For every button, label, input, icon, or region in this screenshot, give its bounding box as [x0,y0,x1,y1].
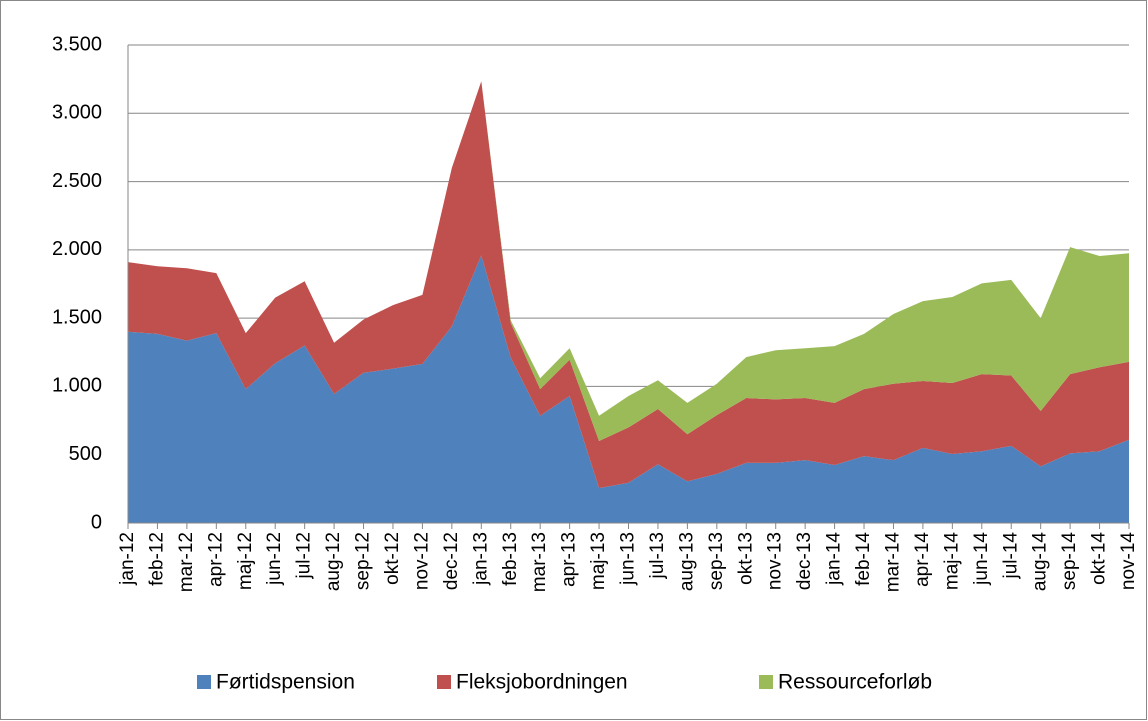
x-tick-label: feb-13 [500,532,521,586]
x-tick-label: jul-14 [1000,532,1021,580]
y-tick-label: 3.500 [52,33,102,55]
y-tick-label: 3.000 [52,102,102,124]
x-tick-label: mar-14 [882,532,903,593]
x-tick-label: aug-12 [323,532,344,591]
y-tick-label: 2.000 [52,238,102,260]
x-tick-label: sep-13 [706,532,727,590]
legend-label: Ressourceforløb [778,671,932,694]
x-tick-label: jan-14 [824,532,845,586]
x-tick-label: aug-14 [1030,532,1051,592]
legend-swatch [437,675,451,689]
x-tick-label: feb-12 [146,532,167,586]
x-tick-label: nov-12 [411,532,432,590]
area [128,81,1129,442]
x-tick-label: maj-13 [588,532,609,590]
x-tick-label: okt-14 [1089,532,1110,585]
x-tick-label: jun-13 [618,532,639,586]
area [128,255,1129,523]
x-tick-label: jul-12 [294,532,315,579]
x-tick-label: jul-13 [647,532,668,579]
y-tick-label: 1.000 [52,375,102,397]
x-tick-label: apr-14 [912,532,933,587]
x-tick-label: apr-13 [559,532,580,587]
y-tick-label: 2.500 [52,170,102,192]
x-tick-label: feb-14 [853,532,874,586]
x-tick-label: aug-13 [676,532,697,591]
x-tick-label: dec-12 [441,532,462,590]
x-tick-label: jun-14 [971,532,992,586]
legend-swatch [759,675,773,689]
x-tick-label: sep-14 [1059,532,1080,591]
x-tick-label: apr-12 [205,532,226,587]
y-tick-label: 0 [91,511,102,533]
x-tick-label: dec-13 [794,532,815,590]
x-tick-label: nov-14 [1118,532,1139,591]
legend-label: Fleksjobordningen [456,671,628,694]
x-tick-label: jan-12 [117,532,138,586]
legend-label: Førtidspension [216,671,355,694]
x-tick-label: okt-12 [382,532,403,585]
x-tick-label: okt-13 [735,532,756,585]
x-tick-label: sep-12 [353,532,374,590]
x-tick-label: maj-14 [941,532,962,591]
x-tick-label: mar-13 [529,532,550,592]
area [128,81,1129,489]
y-tick-label: 1.500 [52,306,102,328]
x-tick-label: mar-12 [176,532,197,592]
x-tick-label: maj-12 [235,532,256,590]
x-tick-label: jun-12 [264,532,285,586]
x-tick-label: jan-13 [470,532,491,586]
x-tick-label: nov-13 [765,532,786,590]
y-tick-label: 500 [69,443,102,465]
legend-swatch [197,675,211,689]
